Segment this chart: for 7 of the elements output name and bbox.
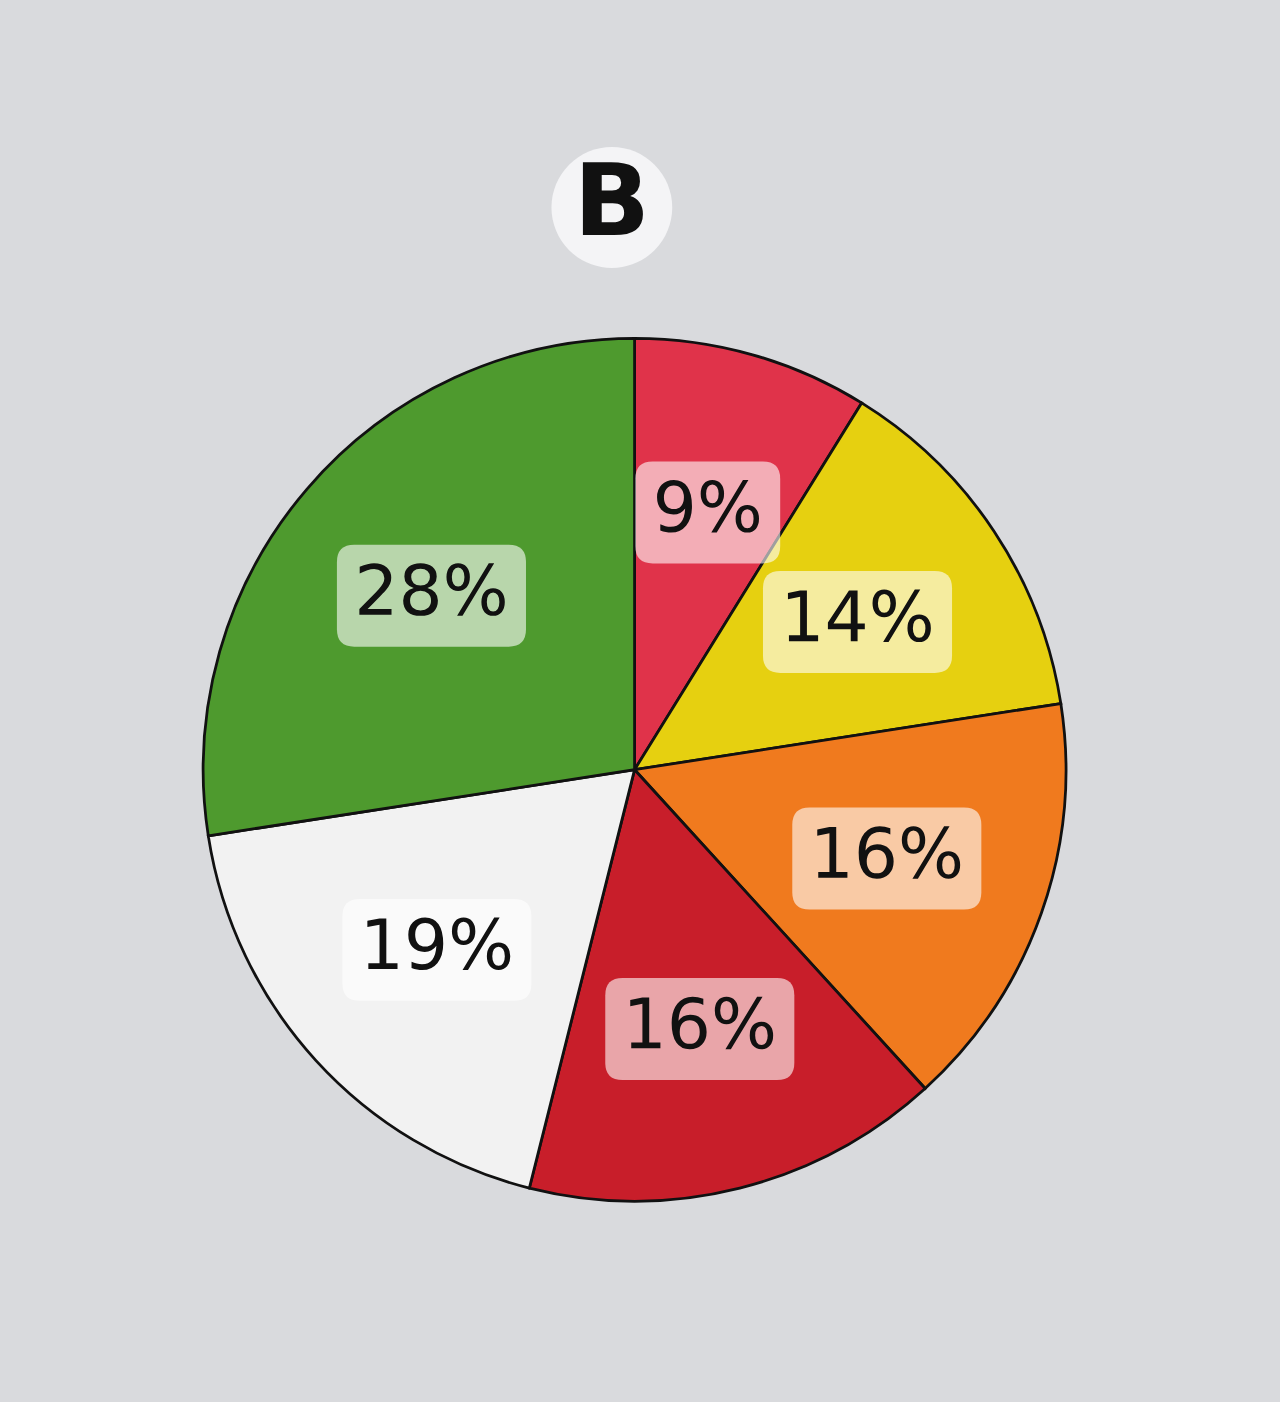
- data-label: 16%: [630, 996, 774, 1050]
- data-label: 19%: [367, 917, 511, 971]
- data-label: 9%: [657, 480, 759, 533]
- chart-title: B: [582, 162, 643, 236]
- data-label: 16%: [817, 826, 961, 879]
- data-label: 14%: [787, 589, 931, 643]
- data-label: 28%: [359, 563, 505, 616]
